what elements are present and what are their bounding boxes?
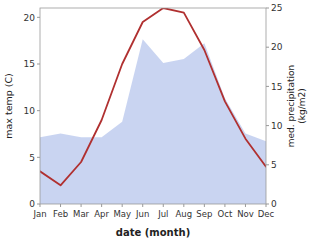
y-tick-label: 10 (24, 106, 36, 116)
y2-tick (266, 125, 269, 126)
x-tick-label: Jun (135, 209, 149, 219)
y2-tick (266, 47, 269, 48)
plot-frame (40, 8, 266, 204)
x-tick (122, 204, 123, 207)
x-tick (163, 204, 164, 207)
y2-tick-label: 25 (271, 3, 282, 13)
x-tick (266, 204, 267, 207)
x-tick (142, 204, 143, 207)
x-tick-label: Aug (176, 209, 193, 219)
x-tick (101, 204, 102, 207)
y2-tick (266, 86, 269, 87)
x-tick (204, 204, 205, 207)
x-tick-label: Dec (258, 209, 275, 219)
y2-tick (266, 164, 269, 165)
x-tick (245, 204, 246, 207)
x-tick (183, 204, 184, 207)
y-tick-label: 5 (29, 153, 35, 163)
y-tick (37, 110, 40, 111)
y2-axis-label: med. precipitation(kg/m2) (286, 65, 307, 147)
y2-tick-label: 0 (271, 199, 277, 209)
x-tick-label: Sep (196, 209, 212, 219)
y-tick (37, 157, 40, 158)
x-tick-label: Feb (53, 209, 68, 219)
y-axis-label: max temp (C) (3, 73, 14, 139)
x-tick-label: Jul (157, 209, 168, 219)
x-tick (224, 204, 225, 207)
x-tick-label: Jan (32, 209, 46, 219)
y-tick-label: 0 (29, 199, 35, 209)
y-tick (37, 64, 40, 65)
y-tick-label: 20 (24, 13, 36, 23)
x-tick-label: Apr (94, 209, 109, 219)
x-tick-label: Nov (237, 209, 254, 219)
x-tick-label: May (113, 209, 131, 219)
x-tick (60, 204, 61, 207)
precipitation-area (40, 39, 266, 204)
plot-area (40, 8, 266, 204)
x-axis-label: date (month) (116, 227, 190, 238)
y-tick-label: 15 (24, 59, 35, 69)
y-tick (37, 17, 40, 18)
chart: 0 5 10 15 20 0 5 10 15 20 25 Jan Feb Mar Apr May Jun Jul A… (0, 0, 318, 242)
x-tick-label: Oct (218, 209, 233, 219)
y2-tick-label: 10 (271, 121, 283, 131)
y2-tick-label: 20 (271, 42, 283, 52)
y2-tick-label: 5 (271, 160, 277, 170)
x-tick-label: Mar (73, 209, 90, 219)
y2-tick-label: 15 (271, 82, 282, 92)
x-tick (81, 204, 82, 207)
temperature-line (40, 8, 266, 185)
x-tick (40, 204, 41, 207)
y2-tick (266, 8, 269, 9)
